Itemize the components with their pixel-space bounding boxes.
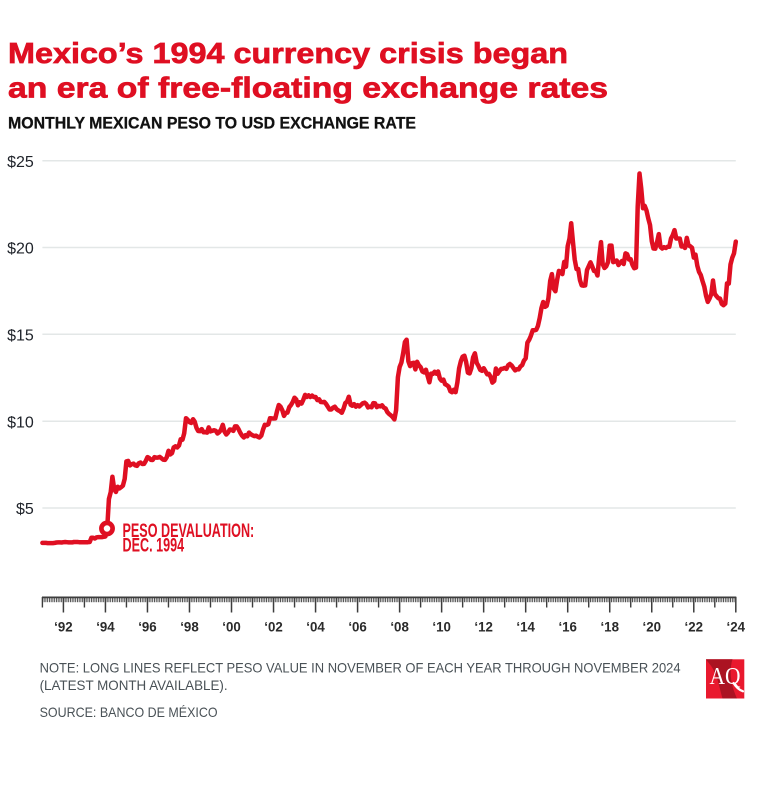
svg-text:‘10: ‘10 xyxy=(432,618,451,634)
svg-text:PESO DEVALUATION:: PESO DEVALUATION: xyxy=(123,520,255,541)
svg-text:‘98: ‘98 xyxy=(180,618,199,634)
svg-text:Mexico’s 1994 currency crisis: Mexico’s 1994 currency crisis began xyxy=(8,38,568,70)
svg-text:‘08: ‘08 xyxy=(390,618,409,634)
svg-text:‘12: ‘12 xyxy=(474,618,493,634)
svg-text:$10: $10 xyxy=(7,414,34,431)
svg-text:$25: $25 xyxy=(7,154,34,171)
svg-text:‘96: ‘96 xyxy=(138,618,157,634)
svg-text:‘92: ‘92 xyxy=(54,618,73,634)
svg-text:‘18: ‘18 xyxy=(600,618,619,634)
svg-text:‘22: ‘22 xyxy=(685,618,704,634)
svg-text:$15: $15 xyxy=(7,328,34,345)
svg-text:‘16: ‘16 xyxy=(558,618,577,634)
svg-text:$20: $20 xyxy=(7,241,34,258)
svg-text:an era of free-floating exchan: an era of free-floating exchange rates xyxy=(8,72,608,104)
svg-text:‘00: ‘00 xyxy=(222,618,241,634)
svg-text:‘06: ‘06 xyxy=(348,618,367,634)
svg-text:(LATEST MONTH AVAILABLE).: (LATEST MONTH AVAILABLE). xyxy=(40,677,228,693)
svg-text:NOTE: LONG LINES REFLECT PESO: NOTE: LONG LINES REFLECT PESO VALUE IN N… xyxy=(40,659,681,675)
svg-text:DEC. 1994: DEC. 1994 xyxy=(123,535,185,556)
svg-text:$5: $5 xyxy=(16,501,34,518)
svg-text:‘14: ‘14 xyxy=(516,618,535,634)
svg-text:‘24: ‘24 xyxy=(727,618,746,634)
svg-text:‘20: ‘20 xyxy=(643,618,662,634)
svg-text:‘04: ‘04 xyxy=(306,618,325,634)
svg-text:‘02: ‘02 xyxy=(264,618,283,634)
svg-text:SOURCE: BANCO DE MÉXICO: SOURCE: BANCO DE MÉXICO xyxy=(40,704,218,720)
svg-text:MONTHLY MEXICAN PESO TO USD EX: MONTHLY MEXICAN PESO TO USD EXCHANGE RAT… xyxy=(8,113,416,132)
svg-text:‘94: ‘94 xyxy=(96,618,115,634)
